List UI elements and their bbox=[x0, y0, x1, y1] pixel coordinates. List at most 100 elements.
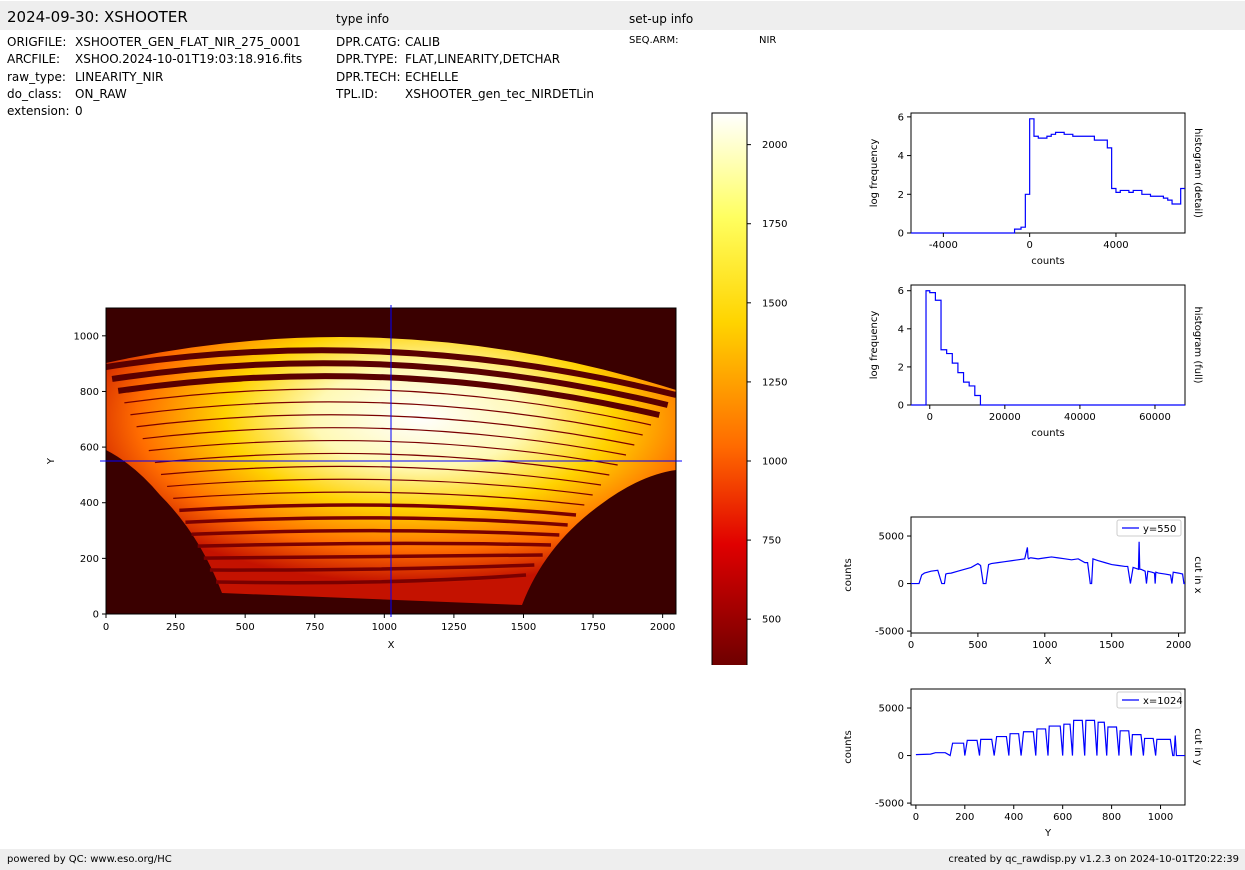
x-tick-label: 60000 bbox=[1139, 412, 1171, 423]
x-tick-label: 0 bbox=[908, 640, 914, 651]
info-value: XSHOO.2024-10-01T19:03:18.916.fits bbox=[75, 52, 303, 66]
order-gap bbox=[130, 401, 643, 436]
info-value: NIR bbox=[759, 35, 777, 46]
x-tick-label: 0 bbox=[103, 622, 109, 633]
x-axis-label: X bbox=[1045, 656, 1052, 667]
order-gap bbox=[160, 465, 602, 486]
legend: y=550 bbox=[1116, 519, 1182, 537]
order-gap bbox=[215, 573, 527, 585]
legend-box bbox=[1116, 519, 1182, 537]
y-tick-label: 0 bbox=[898, 229, 904, 240]
footer-bar bbox=[0, 849, 1245, 870]
x-tick-label: 200 bbox=[955, 812, 974, 823]
x-tick-label: 0 bbox=[927, 412, 933, 423]
x-tick-label: 2000 bbox=[1166, 640, 1191, 651]
info-key: ARCFILE: bbox=[7, 52, 61, 66]
setup-info-title: set-up info bbox=[629, 12, 694, 26]
x-tick-label: 2000 bbox=[650, 622, 675, 633]
x-tick-label: 500 bbox=[236, 622, 255, 633]
histogram-full-plot: 0 20000 40000 60000 0 2 4 6 counts log frequency h… bbox=[869, 284, 1203, 439]
x-axis-label: X bbox=[388, 640, 395, 651]
type-info-title: type info bbox=[336, 12, 390, 26]
x-tick-label: 0 bbox=[913, 812, 919, 823]
y-tick-label: 0 bbox=[898, 579, 904, 590]
plot-frame bbox=[910, 688, 1186, 806]
order-gap bbox=[142, 427, 627, 456]
order-gap bbox=[185, 516, 568, 527]
order-gap bbox=[179, 503, 577, 517]
order-gap bbox=[203, 553, 543, 560]
legend: x=1024 bbox=[1116, 691, 1183, 709]
y-tick-label: 2 bbox=[898, 362, 904, 373]
plot-frame bbox=[910, 284, 1186, 406]
legend-box bbox=[1116, 691, 1182, 709]
legend-label: y=550 bbox=[1143, 524, 1176, 535]
y-tick-label: 600 bbox=[80, 443, 99, 454]
x-tick-label: 40000 bbox=[1064, 412, 1096, 423]
x-tick-label: 250 bbox=[166, 622, 185, 633]
colorbar-tick-label: 1750 bbox=[762, 219, 787, 230]
colorbar-tick-label: 2000 bbox=[762, 140, 787, 151]
colorbar bbox=[711, 112, 748, 665]
plot-side-title: cut in y bbox=[1192, 728, 1203, 765]
order-gap bbox=[197, 541, 552, 548]
colorbar-tick-label: 1500 bbox=[762, 298, 787, 309]
y-axis-label: counts bbox=[843, 730, 854, 763]
info-value: CALIB bbox=[405, 35, 441, 49]
info-key: SEQ.ARM: bbox=[629, 35, 679, 46]
order-gap bbox=[154, 452, 610, 476]
x-tick-label: 500 bbox=[968, 640, 987, 651]
info-key: TPL.ID: bbox=[336, 87, 378, 101]
series-line bbox=[915, 719, 1185, 757]
info-key: ORIGFILE: bbox=[7, 35, 67, 49]
order-gap bbox=[173, 491, 585, 506]
info-value: ON_RAW bbox=[75, 87, 127, 101]
series-line bbox=[911, 541, 1185, 585]
info-key: extension: bbox=[7, 104, 70, 118]
x-tick-label: 750 bbox=[305, 622, 324, 633]
order-gap bbox=[191, 528, 560, 537]
y-axis-label: Y bbox=[46, 457, 57, 465]
y-axis-label: log frequency bbox=[869, 139, 880, 208]
info-value: XSHOOTER_GEN_FLAT_NIR_275_0001 bbox=[75, 35, 301, 49]
y-tick-label: 4 bbox=[898, 151, 904, 162]
header-bar bbox=[0, 1, 1245, 30]
y-tick-label: 1000 bbox=[74, 331, 99, 342]
series-line bbox=[911, 118, 1185, 234]
y-axis-label: counts bbox=[843, 558, 854, 591]
page-title: 2024-09-30: XSHOOTER bbox=[7, 8, 188, 26]
y-tick-label: -5000 bbox=[875, 627, 904, 638]
order-gap bbox=[124, 388, 652, 426]
y-tick-label: 800 bbox=[80, 387, 99, 398]
y-tick-label: 6 bbox=[898, 286, 904, 297]
plot-frame bbox=[910, 112, 1186, 234]
y-tick-label: 0 bbox=[898, 751, 904, 762]
x-tick-label: 1000 bbox=[1148, 812, 1173, 823]
detector-image-figure: 0 250 500 750 1000 1250 1500 1750 2000 0 200 400 600… bbox=[46, 112, 787, 665]
order-gap bbox=[148, 439, 618, 466]
y-tick-label: -5000 bbox=[875, 799, 904, 810]
y-tick-label: 5000 bbox=[879, 704, 904, 715]
x-tick-label: 0 bbox=[1026, 240, 1032, 251]
info-key: do_class: bbox=[7, 87, 62, 101]
plot-side-title: histogram (full) bbox=[1192, 306, 1203, 383]
info-value: XSHOOTER_gen_tec_NIRDETLin bbox=[405, 87, 594, 101]
x-tick-label: -4000 bbox=[929, 240, 958, 251]
x-tick-label: 1500 bbox=[1099, 640, 1124, 651]
x-tick-label: 1000 bbox=[1032, 640, 1057, 651]
order-gap bbox=[111, 360, 669, 408]
y-tick-label: 0 bbox=[93, 610, 99, 621]
info-key: DPR.CATG: bbox=[336, 35, 401, 49]
order-gap bbox=[167, 478, 593, 496]
y-tick-label: 5000 bbox=[879, 532, 904, 543]
y-tick-label: 0 bbox=[898, 401, 904, 412]
x-axis-label: Y bbox=[1044, 828, 1052, 839]
plot-side-title: cut in x bbox=[1192, 556, 1203, 593]
colorbar-tick-label: 750 bbox=[762, 536, 781, 547]
colorbar-tick-label: 1250 bbox=[762, 377, 787, 388]
x-tick-label: 1000 bbox=[372, 622, 397, 633]
x-axis-label: counts bbox=[1031, 428, 1064, 439]
y-tick-label: 4 bbox=[898, 324, 904, 335]
